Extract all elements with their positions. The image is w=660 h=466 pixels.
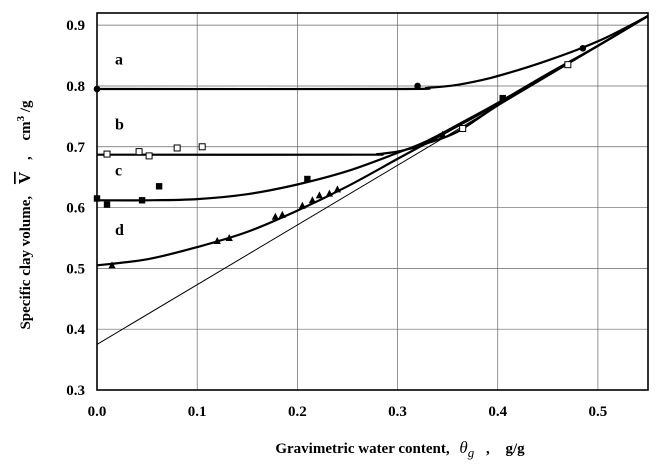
y-tick-labels: 0.3 0.4 0.5 0.6 0.7 0.8 0.9	[66, 18, 85, 399]
data-point-d	[334, 185, 341, 192]
data-point-c	[304, 176, 310, 182]
data-point-d	[279, 211, 286, 218]
data-point-b	[136, 149, 142, 155]
y-tick-label: 0.6	[66, 201, 85, 217]
data-point-c	[104, 201, 110, 207]
data-point-b	[146, 153, 152, 159]
data-point-a	[580, 45, 587, 52]
x-axis-symbol: θ	[459, 438, 467, 457]
y-axis-symbol: V	[15, 171, 34, 184]
data-point-d	[316, 191, 323, 198]
data-point-d	[272, 213, 279, 220]
x-tick-label: 0.3	[388, 404, 407, 420]
curve-label-b: b	[115, 117, 124, 134]
y-tick-label: 0.8	[66, 79, 85, 95]
x-tick-labels: 0.0 0.1 0.2 0.3 0.4 0.5	[88, 404, 608, 420]
data-point-c	[139, 197, 145, 203]
y-tick-label: 0.4	[66, 322, 85, 338]
x-axis-comma: ,	[486, 441, 490, 457]
y-axis-comma: ,	[18, 156, 34, 160]
data-markers	[94, 45, 586, 268]
x-tick-label: 0.0	[88, 404, 107, 420]
x-axis-label-text: Gravimetric water content,	[275, 441, 449, 457]
y-axis-label: Specific clay volume, V , cm3 /g	[15, 100, 34, 330]
data-point-b	[174, 145, 180, 151]
data-point-b	[199, 144, 205, 150]
curve-label-c: c	[115, 162, 122, 179]
y-tick-label: 0.7	[66, 140, 85, 156]
y-axis-unit: cm	[18, 121, 34, 141]
y-tick-label: 0.9	[66, 18, 85, 34]
data-point-c	[94, 195, 100, 201]
data-point-b	[565, 62, 571, 68]
x-tick-label: 0.1	[188, 404, 207, 420]
x-axis-label: Gravimetric water content, θg , g/g	[275, 438, 525, 461]
x-axis-unit: g/g	[505, 441, 525, 457]
data-point-c	[500, 95, 506, 101]
data-point-d	[309, 196, 316, 203]
data-point-d	[299, 202, 306, 209]
plot-frame	[97, 13, 648, 390]
x-tick-label: 0.4	[488, 404, 507, 420]
data-point-b	[104, 151, 110, 157]
curve-a	[97, 16, 648, 89]
x-axis-symbol-subscript: g	[468, 445, 475, 460]
data-point-a	[414, 83, 421, 90]
x-tick-label: 0.5	[589, 404, 608, 420]
fitted-curves	[97, 16, 648, 265]
data-point-a	[94, 86, 101, 93]
data-point-b	[460, 126, 466, 132]
data-point-c	[156, 183, 162, 189]
curve-b	[97, 16, 648, 155]
y-tick-label: 0.5	[66, 261, 85, 277]
curve-label-d: d	[115, 222, 124, 239]
y-axis-unit-tail: /g	[18, 100, 34, 116]
curve-label-a: a	[115, 52, 123, 69]
x-tick-label: 0.2	[288, 404, 307, 420]
y-axis-label-text: Specific clay volume,	[18, 196, 34, 330]
y-tick-label: 0.3	[66, 383, 85, 399]
gridlines	[97, 13, 648, 390]
curve-labels: a b c d	[115, 52, 124, 239]
